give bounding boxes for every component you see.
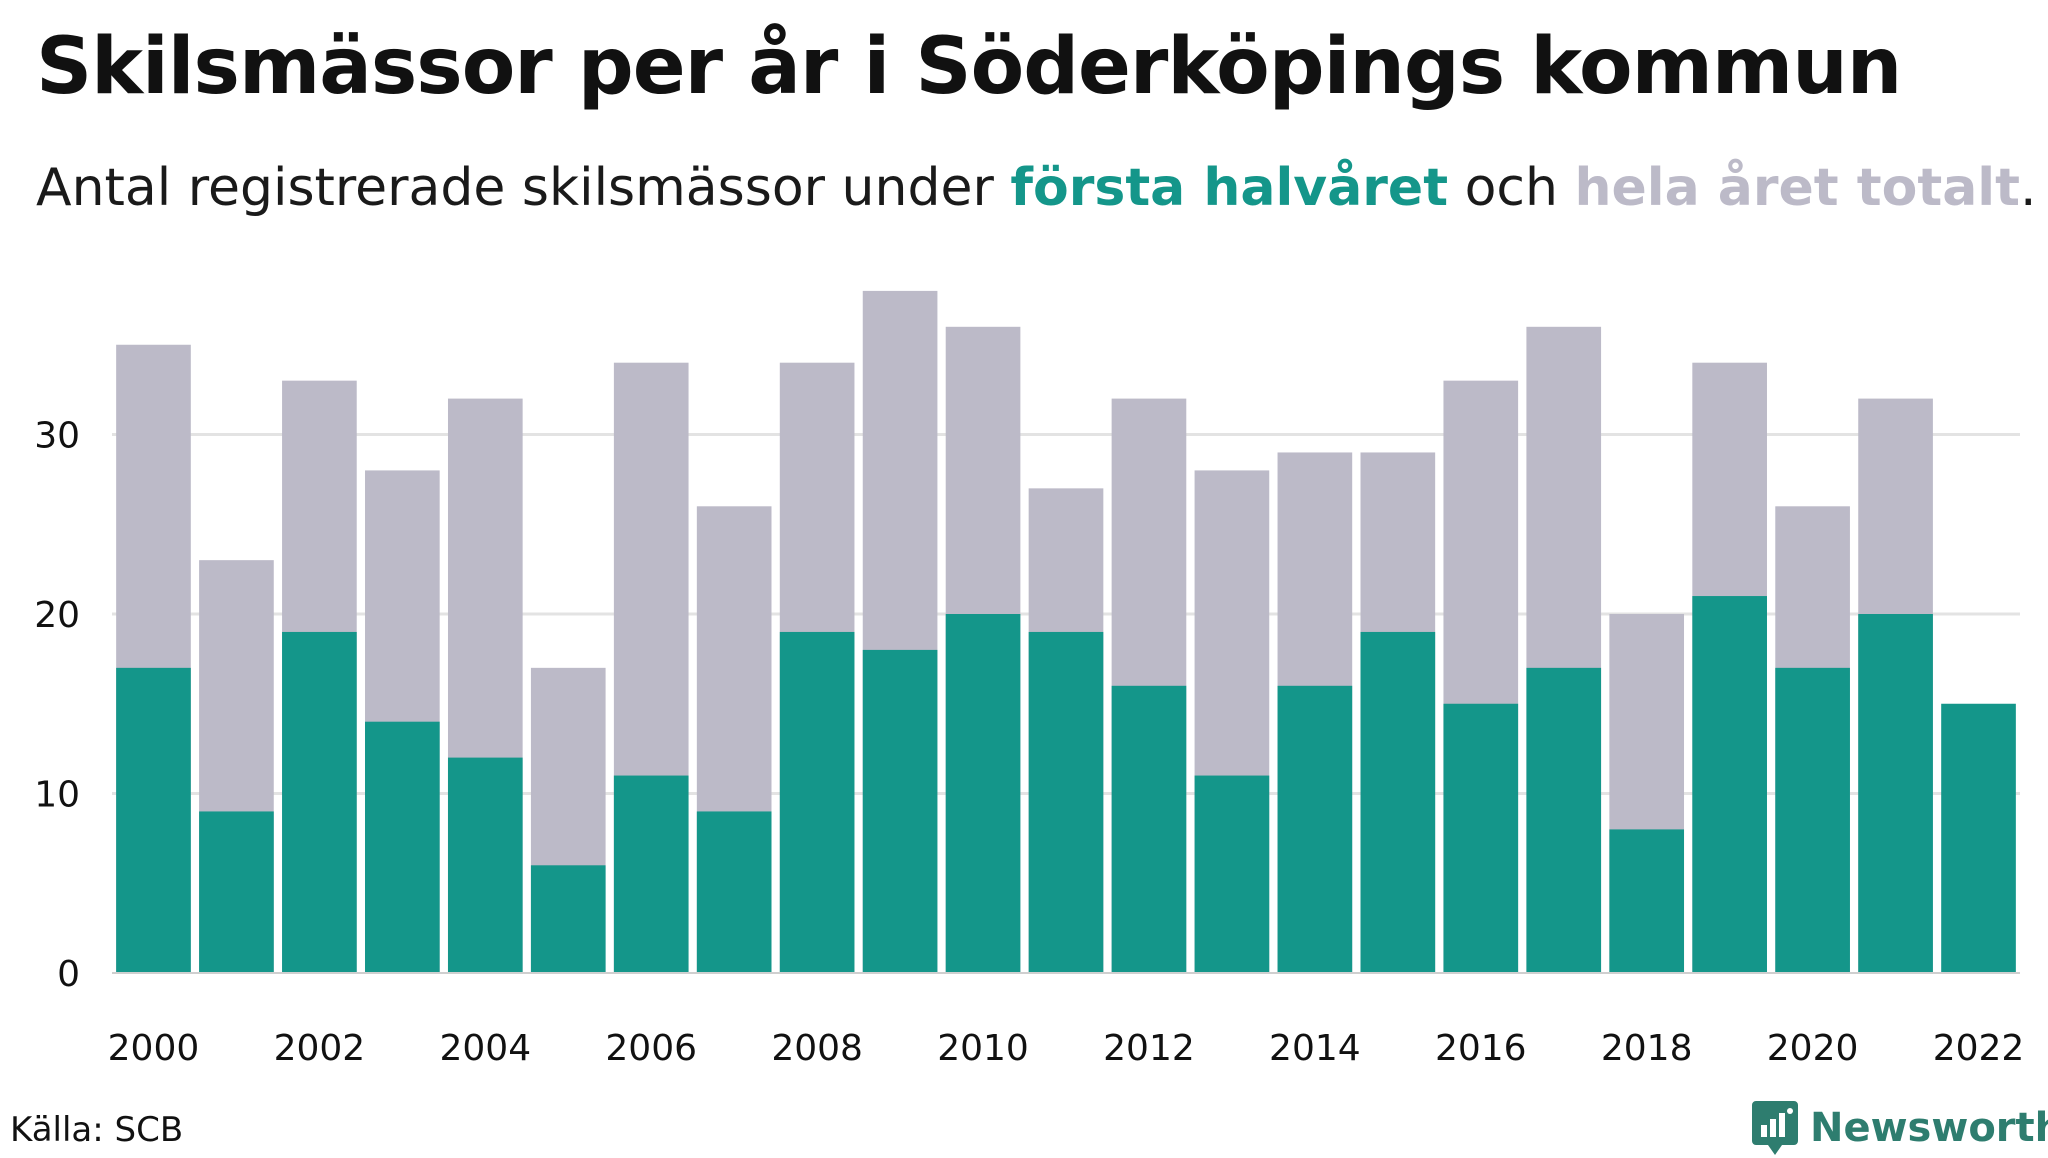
bar-first-half-2010: [945, 614, 1021, 973]
bar-first-half-2011: [1028, 631, 1104, 973]
bar-first-half-2006: [613, 775, 689, 973]
chart-subtitle: Antal registrerade skilsmässor under för…: [36, 158, 2037, 218]
bar-first-half-2004: [447, 757, 523, 973]
x-tick-label: 2022: [1933, 1028, 2025, 1069]
bar-chart: 0 10 20 30 2000 2002 2004 2006 2008 2010 2012 2014 2…: [34, 290, 2025, 1069]
chart-title: Skilsmässor per år i Söderköpings kommun: [36, 22, 1902, 112]
bar-first-half-2005: [530, 865, 606, 973]
subtitle-suffix: .: [2019, 158, 2037, 218]
brand-name: Newsworthy: [1810, 1105, 2048, 1151]
subtitle-prefix: Antal registrerade skilsmässor under: [36, 158, 1011, 218]
x-tick-label: 2020: [1767, 1028, 1859, 1069]
bar-first-half-2003: [365, 721, 440, 973]
bar-first-half-2016: [1443, 703, 1519, 973]
bar-first-half-2019: [1692, 596, 1767, 973]
x-tick-label: 2016: [1435, 1028, 1527, 1069]
bar-first-half-2008: [779, 631, 855, 973]
bar-first-half-2018: [1609, 829, 1685, 973]
bar-first-half-2001: [199, 811, 274, 973]
bar-first-half-2012: [1111, 685, 1187, 973]
bar-first-half-2017: [1526, 667, 1602, 973]
y-tick-label: 20: [34, 595, 80, 636]
x-tick-label: 2008: [771, 1028, 863, 1069]
bar-first-half-2021: [1858, 614, 1933, 973]
y-tick-label: 30: [34, 416, 80, 457]
bar-first-half-2002: [282, 631, 357, 973]
source-note: Källa: SCB: [10, 1110, 184, 1150]
bar-first-half-2015: [1360, 631, 1436, 973]
x-tick-label: 2006: [605, 1028, 697, 1069]
bar-first-half-2020: [1775, 667, 1850, 973]
x-tick-label: 2018: [1601, 1028, 1693, 1069]
newsworthy-logo-icon: [1752, 1101, 1798, 1155]
subtitle-middle: och: [1448, 158, 1575, 218]
brand: Newsworthy: [1752, 1098, 2048, 1158]
bar-first-half-2009: [862, 649, 938, 973]
legend-total: hela året totalt: [1574, 158, 2020, 218]
x-tick-label: 2000: [108, 1028, 200, 1069]
bar-first-half-2014: [1277, 685, 1353, 973]
bar-first-half-2000: [116, 667, 191, 973]
x-tick-label: 2012: [1103, 1028, 1195, 1069]
legend-first-half: första halvåret: [1010, 158, 1449, 218]
y-tick-label: 0: [57, 954, 80, 995]
bar-first-half-2022: [1941, 703, 2016, 973]
bar-first-half-2007: [696, 811, 772, 973]
y-tick-label: 10: [34, 775, 80, 816]
bar-first-half-2013: [1194, 775, 1270, 973]
x-tick-label: 2002: [274, 1028, 366, 1069]
x-tick-label: 2004: [439, 1028, 531, 1069]
x-tick-label: 2010: [937, 1028, 1029, 1069]
x-tick-label: 2014: [1269, 1028, 1361, 1069]
